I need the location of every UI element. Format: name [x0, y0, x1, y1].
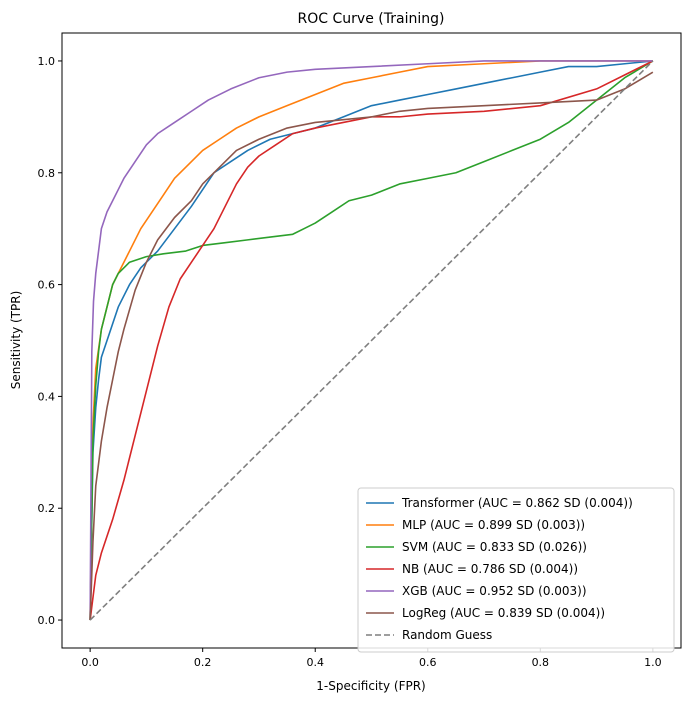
y-tick-label-0: 0.0	[38, 614, 56, 627]
x-axis-label: 1-Specificity (FPR)	[316, 679, 425, 693]
series-layer	[89, 60, 654, 621]
y-tick-label-2: 0.4	[38, 390, 56, 403]
legend-label-6: Random Guess	[402, 628, 492, 642]
legend-label-1: MLP (AUC = 0.899 SD (0.003))	[402, 518, 585, 532]
x-tick-label-4: 0.8	[532, 656, 550, 669]
series-line-3	[89, 60, 654, 621]
x-tick-label-5: 1.0	[644, 656, 662, 669]
y-axis: 0.0 0.2 0.4 0.6 0.8 1.0	[38, 55, 62, 627]
chart-title: ROC Curve (Training)	[298, 11, 445, 27]
legend-label-0: Transformer (AUC = 0.862 SD (0.004))	[401, 496, 633, 510]
legend: Transformer (AUC = 0.862 SD (0.004)) MLP …	[357, 487, 675, 653]
legend-label-3: NB (AUC = 0.786 SD (0.004))	[402, 562, 578, 576]
x-tick-label-2: 0.4	[306, 656, 324, 669]
legend-box	[357, 487, 675, 653]
x-tick-label-3: 0.6	[419, 656, 437, 669]
legend-label-4: XGB (AUC = 0.952 SD (0.003))	[402, 584, 587, 598]
legend-label-2: SVM (AUC = 0.833 SD (0.026))	[402, 540, 587, 554]
legend-label-5: LogReg (AUC = 0.839 SD (0.004))	[402, 606, 605, 620]
series-line-0	[89, 60, 653, 621]
y-tick-label-5: 1.0	[38, 55, 56, 68]
series-line-6	[89, 60, 654, 621]
x-tick-label-0: 0.0	[81, 656, 99, 669]
series-line-5	[89, 71, 654, 621]
y-tick-label-4: 0.8	[38, 167, 56, 180]
x-tick-label-1: 0.2	[194, 656, 212, 669]
series-line-2	[89, 60, 654, 621]
y-tick-label-1: 0.2	[38, 502, 56, 515]
series-line-4	[89, 60, 653, 621]
x-axis: 0.0 0.2 0.4 0.6 0.8 1.0	[81, 648, 662, 669]
y-axis-label: Sensitivity (TPR)	[9, 291, 23, 390]
y-tick-label-3: 0.6	[38, 279, 56, 292]
